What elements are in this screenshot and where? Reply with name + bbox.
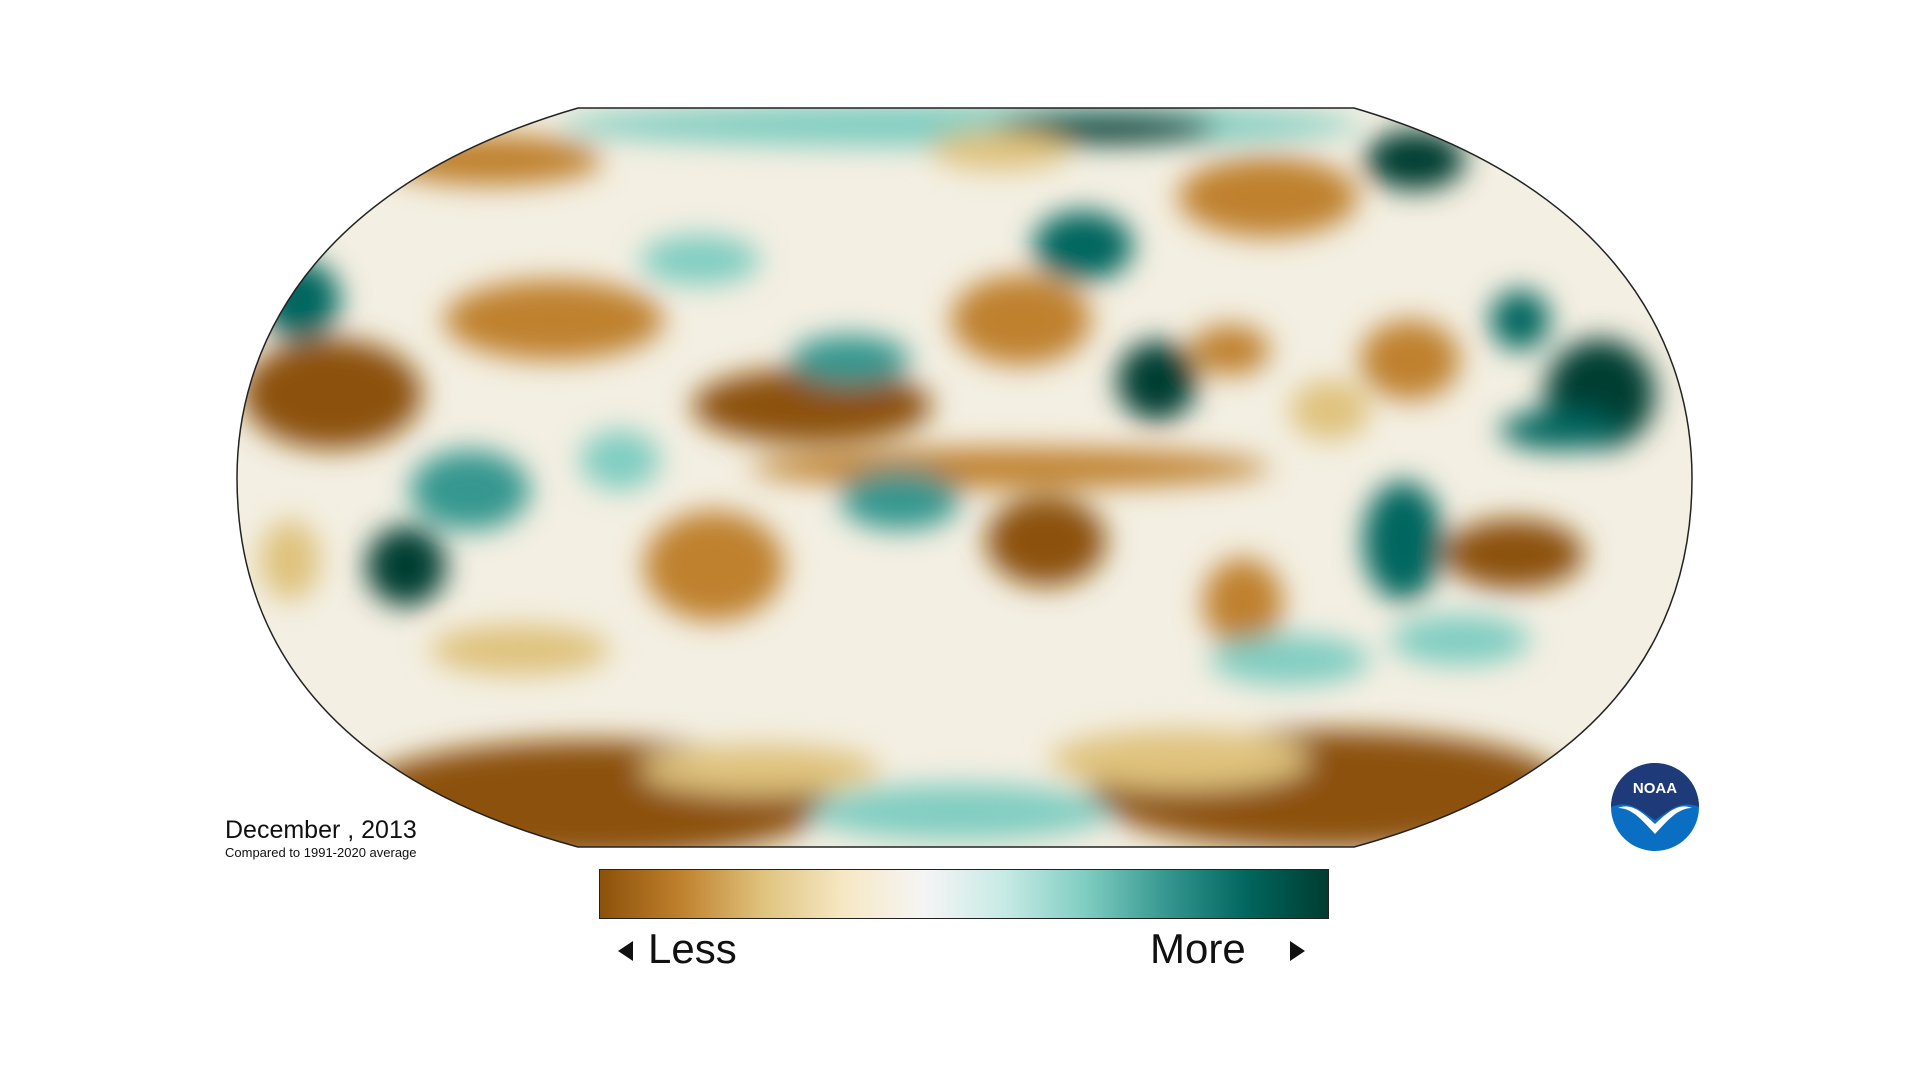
colorbar-legend (599, 869, 1329, 919)
wet-anomaly-region (1490, 290, 1550, 350)
wet-anomaly-region (640, 235, 760, 285)
wet-anomaly-region (997, 112, 1217, 144)
dry-anomaly-region (430, 625, 610, 675)
dry-anomaly-region (1203, 558, 1283, 648)
wet-anomaly-region (1210, 635, 1370, 685)
map-outline (236, 107, 1693, 848)
right-arrow-icon (1290, 941, 1305, 961)
wet-anomaly-region (790, 335, 910, 385)
wet-anomaly-region (810, 784, 1110, 840)
dry-anomaly-region (930, 130, 1070, 170)
dry-anomaly-region (750, 448, 1270, 488)
wet-anomaly-region (1033, 211, 1133, 281)
wet-anomaly-region (840, 470, 960, 530)
dry-anomaly-region (1290, 380, 1370, 440)
legend-more-label: More (1150, 925, 1246, 972)
dry-anomaly-region (260, 520, 320, 600)
wet-anomaly-region (1500, 410, 1620, 450)
dry-anomaly-region (444, 280, 664, 360)
left-arrow-icon (618, 941, 633, 961)
dry-anomaly-region (692, 368, 932, 444)
dry-anomaly-region (1178, 157, 1358, 237)
dry-anomaly-region (1444, 519, 1584, 589)
wet-anomaly-region (1390, 615, 1530, 665)
dry-anomaly-region (640, 745, 880, 795)
legend-less-label: Less (648, 925, 737, 972)
dry-anomaly-region (986, 496, 1106, 586)
noaa-logo: NOAA (1611, 763, 1699, 851)
wet-anomaly-region (410, 450, 530, 530)
dry-anomaly-region (951, 275, 1091, 365)
dry-anomaly-region (1050, 730, 1310, 790)
wet-anomaly-region (1363, 481, 1443, 601)
wet-anomaly-region (1117, 341, 1197, 421)
noaa-logo-text: NOAA (1633, 780, 1677, 797)
map-title: December , 2013 (225, 816, 417, 844)
dry-anomaly-region (242, 339, 422, 449)
dry-anomaly-region (1190, 325, 1270, 375)
dry-anomaly-region (1360, 320, 1460, 400)
wet-anomaly-region (1365, 130, 1465, 190)
wet-anomaly-region (580, 430, 660, 490)
dry-anomaly-region (644, 511, 784, 621)
wet-anomaly-region (366, 526, 446, 606)
map-subtitle: Compared to 1991-2020 average (225, 845, 417, 860)
